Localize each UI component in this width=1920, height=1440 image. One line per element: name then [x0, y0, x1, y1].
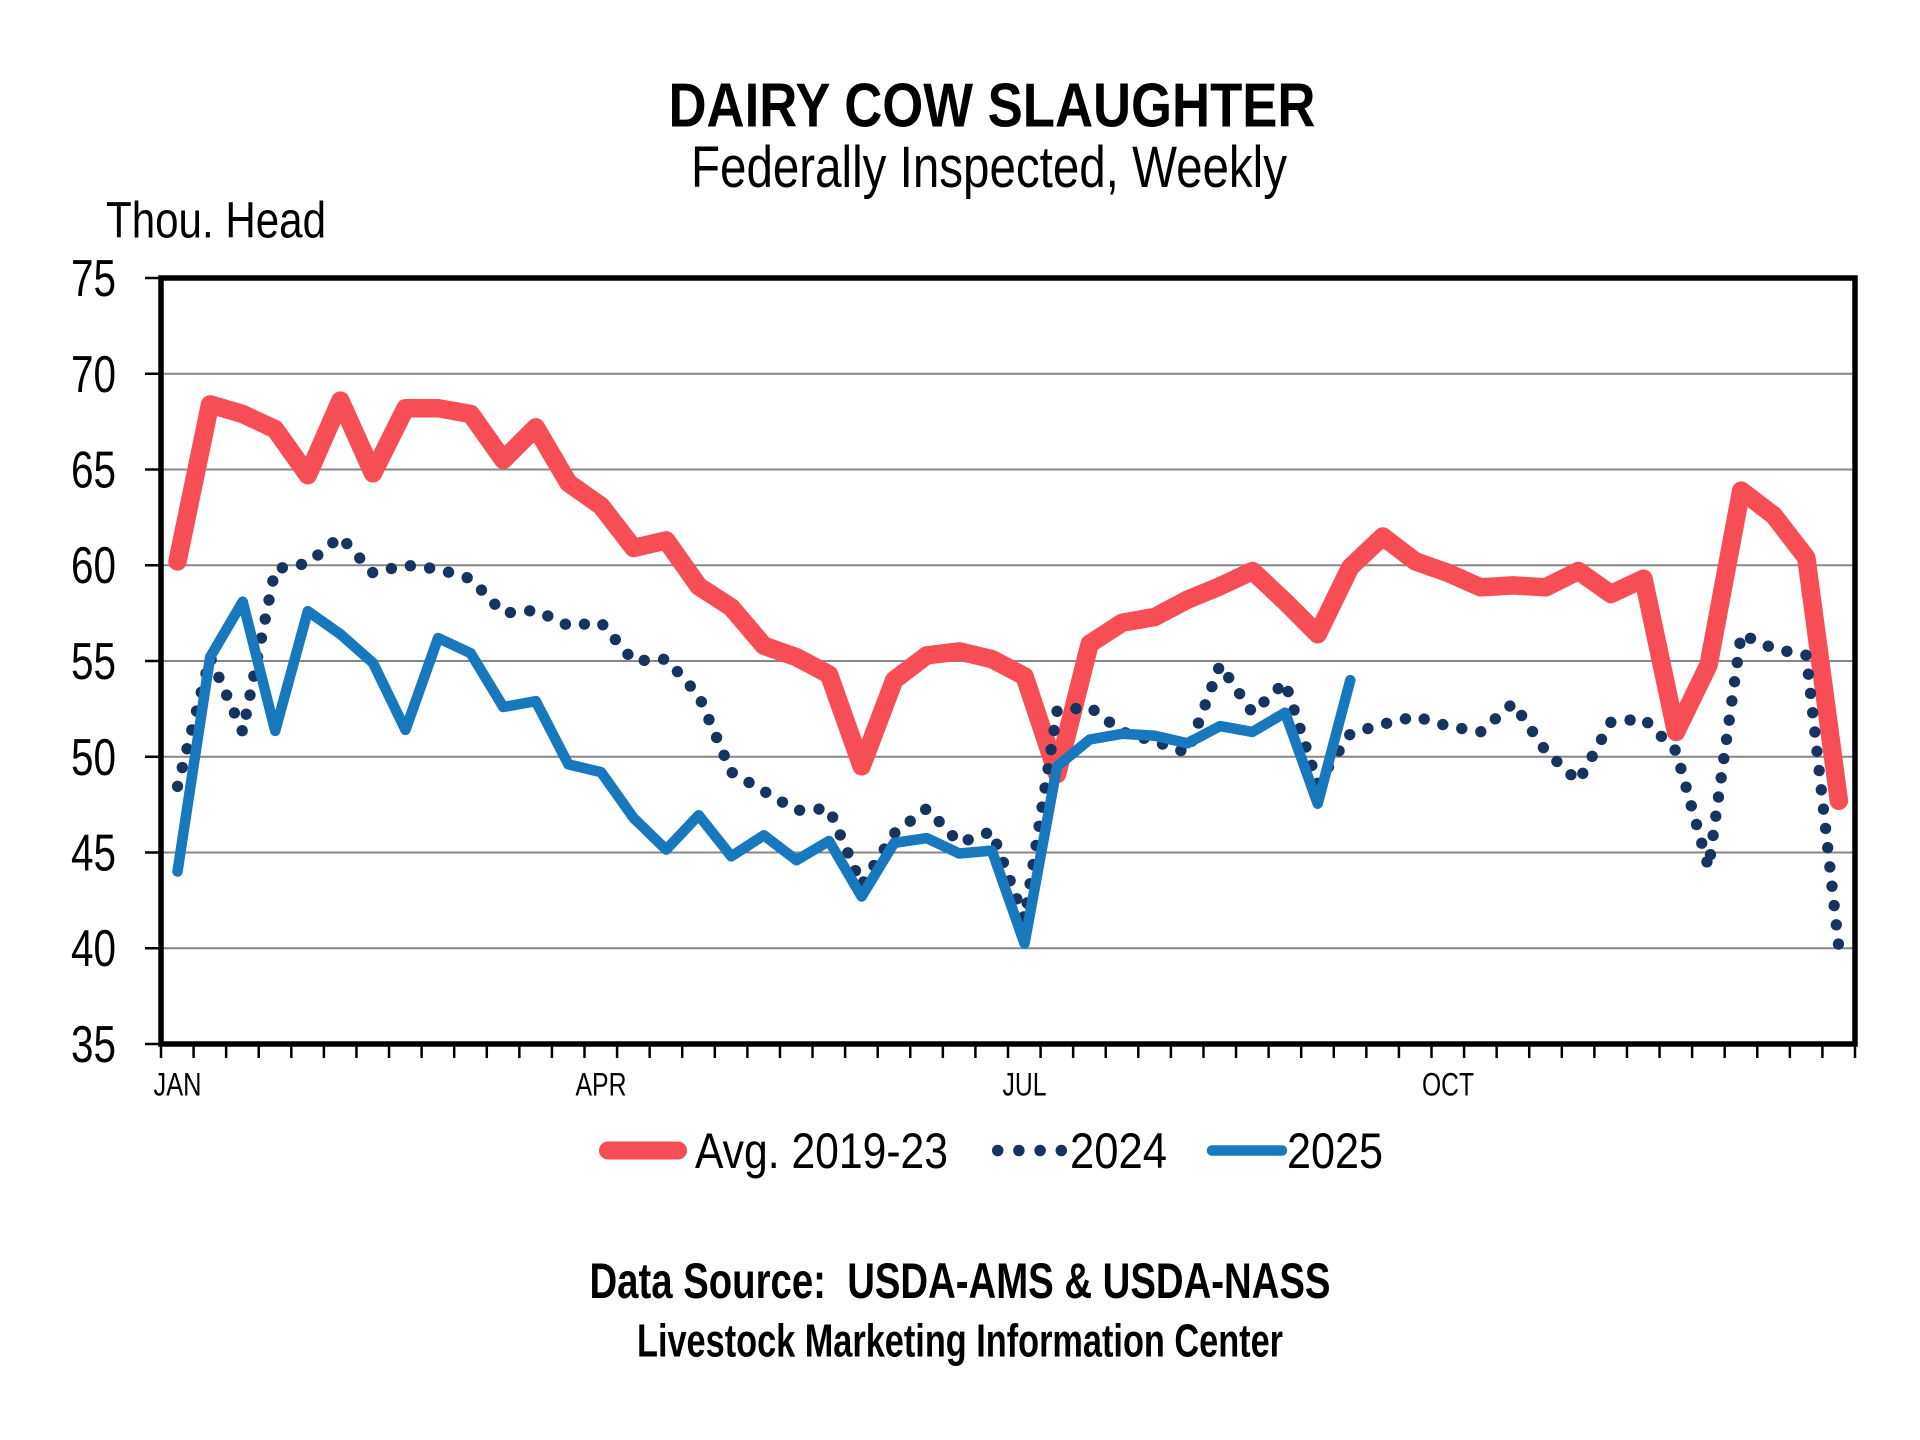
svg-text:Federally Inspected, Weekly: Federally Inspected, Weekly — [691, 135, 1287, 200]
svg-text:DAIRY COW SLAUGHTER: DAIRY COW SLAUGHTER — [669, 72, 1316, 141]
svg-text:35: 35 — [71, 1016, 116, 1074]
svg-text:2024: 2024 — [1070, 1123, 1167, 1179]
svg-text:Livestock Marketing Informatio: Livestock Marketing Information Center — [637, 1315, 1283, 1367]
svg-text:65: 65 — [71, 442, 116, 500]
svg-text:Thou. Head: Thou. Head — [106, 192, 326, 249]
svg-text:Avg. 2019-23: Avg. 2019-23 — [695, 1123, 948, 1179]
svg-text:45: 45 — [71, 825, 116, 883]
svg-text:55: 55 — [71, 633, 116, 691]
svg-text:JUL: JUL — [1003, 1067, 1047, 1103]
svg-text:APR: APR — [576, 1067, 627, 1103]
svg-text:60: 60 — [71, 537, 116, 595]
svg-text:40: 40 — [71, 920, 116, 978]
svg-text:50: 50 — [71, 729, 116, 787]
svg-text:JAN: JAN — [154, 1067, 202, 1103]
svg-text:70: 70 — [71, 346, 116, 404]
svg-text:OCT: OCT — [1422, 1067, 1474, 1103]
svg-text:Data Source: USDA-AMS & USDA-: Data Source: USDA-AMS & USDA-NASS — [590, 1253, 1331, 1309]
svg-text:2025: 2025 — [1287, 1123, 1383, 1179]
svg-text:75: 75 — [71, 250, 116, 308]
